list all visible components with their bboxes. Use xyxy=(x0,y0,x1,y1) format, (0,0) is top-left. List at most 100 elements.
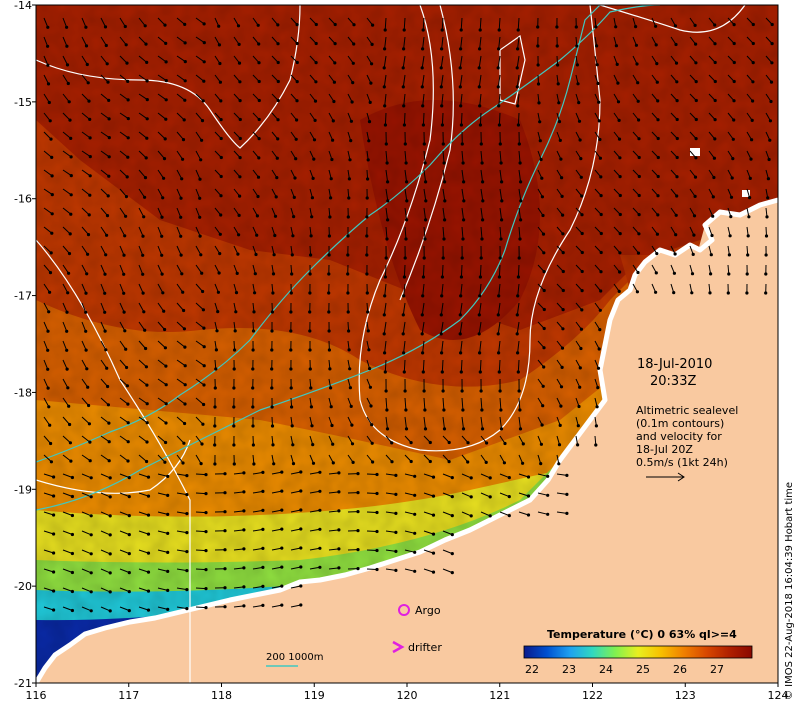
velocity-arrow-head xyxy=(394,493,397,496)
velocity-arrow-head xyxy=(273,253,276,256)
velocity-arrow-head xyxy=(122,292,125,295)
velocity-arrow-head xyxy=(656,118,659,121)
velocity-arrow-head xyxy=(88,194,91,197)
velocity-arrow-head xyxy=(331,139,334,142)
velocity-arrow-head xyxy=(334,42,337,45)
velocity-arrow-head xyxy=(369,82,372,85)
velocity-arrow-head xyxy=(293,176,296,179)
velocity-arrow-head xyxy=(109,514,112,517)
velocity-arrow-head xyxy=(541,423,544,426)
velocity-arrow-head xyxy=(215,348,218,351)
velocity-arrow-head xyxy=(270,348,273,351)
velocity-arrow-head xyxy=(470,495,473,498)
velocity-arrow-head xyxy=(166,608,169,611)
velocity-arrow-head xyxy=(404,389,407,392)
velocity-arrow-head xyxy=(386,180,389,183)
velocity-arrow-head xyxy=(461,256,464,259)
velocity-arrow-head xyxy=(765,234,768,237)
velocity-arrow-head xyxy=(238,195,241,198)
velocity-arrow-head xyxy=(204,492,207,495)
velocity-arrow-head xyxy=(125,62,128,65)
velocity-arrow-head xyxy=(402,47,405,50)
velocity-arrow-head xyxy=(147,476,150,479)
velocity-arrow-head xyxy=(160,254,163,257)
velocity-arrow-head xyxy=(480,389,483,392)
velocity-arrow-head xyxy=(311,443,314,446)
velocity-arrow-head xyxy=(296,42,299,45)
velocity-arrow-head xyxy=(127,98,130,101)
velocity-arrow-head xyxy=(232,386,235,389)
velocity-arrow-head xyxy=(66,386,69,389)
velocity-arrow-head xyxy=(233,367,236,370)
velocity-arrow-head xyxy=(66,368,69,371)
velocity-arrow-head xyxy=(481,427,484,430)
velocity-arrow-head xyxy=(46,26,49,29)
velocity-arrow-head xyxy=(481,161,484,164)
velocity-arrow-head xyxy=(405,199,408,202)
velocity-arrow-head xyxy=(503,461,506,464)
velocity-arrow-head xyxy=(71,590,74,593)
velocity-arrow-head xyxy=(218,43,221,46)
velocity-arrow-head xyxy=(560,385,563,388)
velocity-arrow-head xyxy=(751,119,754,122)
velocity-arrow-head xyxy=(598,119,601,122)
velocity-arrow-head xyxy=(203,60,206,63)
velocity-arrow-head xyxy=(261,604,264,607)
velocity-arrow-head xyxy=(673,272,676,275)
velocity-arrow-head xyxy=(147,552,150,555)
velocity-arrow-head xyxy=(290,272,293,275)
velocity-arrow-head xyxy=(559,424,562,427)
lat-tick-label: -16 xyxy=(14,193,32,206)
velocity-arrow-head xyxy=(46,349,49,352)
velocity-arrow-head xyxy=(421,104,424,107)
velocity-arrow-head xyxy=(199,253,202,256)
velocity-arrow-head xyxy=(350,405,353,408)
velocity-arrow-head xyxy=(733,80,736,83)
velocity-arrow-head xyxy=(565,474,568,477)
velocity-arrow-head xyxy=(562,308,565,311)
velocity-arrow-head xyxy=(561,327,564,330)
velocity-arrow-head xyxy=(261,566,264,569)
velocity-arrow-head xyxy=(371,43,374,46)
velocity-arrow-head xyxy=(442,237,445,240)
velocity-arrow-head xyxy=(516,47,519,50)
lat-tick-label: -19 xyxy=(14,483,32,496)
velocity-arrow-head xyxy=(296,23,299,26)
velocity-arrow-head xyxy=(161,273,164,276)
velocity-arrow-head xyxy=(220,137,223,140)
velocity-arrow-head xyxy=(600,194,603,197)
velocity-arrow-head xyxy=(404,256,407,259)
velocity-arrow-head xyxy=(462,427,465,430)
velocity-arrow-head xyxy=(347,215,350,218)
velocity-arrow-head xyxy=(440,294,443,297)
velocity-arrow-head xyxy=(51,212,54,215)
velocity-arrow-head xyxy=(185,569,188,572)
velocity-arrow-head xyxy=(141,273,144,276)
velocity-arrow-head xyxy=(296,61,299,64)
velocity-arrow-head xyxy=(499,256,502,259)
velocity-arrow-head xyxy=(146,79,149,82)
velocity-arrow-head xyxy=(459,294,462,297)
velocity-arrow-head xyxy=(710,253,713,256)
velocity-arrow-head xyxy=(181,158,184,161)
velocity-arrow-head xyxy=(769,119,772,122)
velocity-arrow-head xyxy=(470,476,473,479)
velocity-arrow-head xyxy=(443,427,446,430)
velocity-arrow-head xyxy=(540,158,543,161)
velocity-arrow-head xyxy=(312,462,315,465)
velocity-arrow-head xyxy=(236,253,239,256)
velocity-arrow-head xyxy=(219,213,222,216)
velocity-arrow-head xyxy=(352,461,355,464)
velocity-arrow-head xyxy=(180,177,183,180)
velocity-arrow-head xyxy=(497,47,500,50)
velocity-arrow-head xyxy=(142,292,145,295)
velocity-arrow-head xyxy=(578,120,581,123)
colorbar-title: Temperature (°C) 0 63% ql>=4 xyxy=(547,628,737,641)
velocity-arrow-head xyxy=(71,533,74,536)
velocity-arrow-head xyxy=(764,291,767,294)
velocity-arrow-head xyxy=(634,25,637,28)
velocity-arrow-head xyxy=(432,476,435,479)
velocity-arrow-head xyxy=(239,118,242,121)
velocity-arrow-head xyxy=(451,476,454,479)
velocity-arrow-head xyxy=(581,270,584,273)
